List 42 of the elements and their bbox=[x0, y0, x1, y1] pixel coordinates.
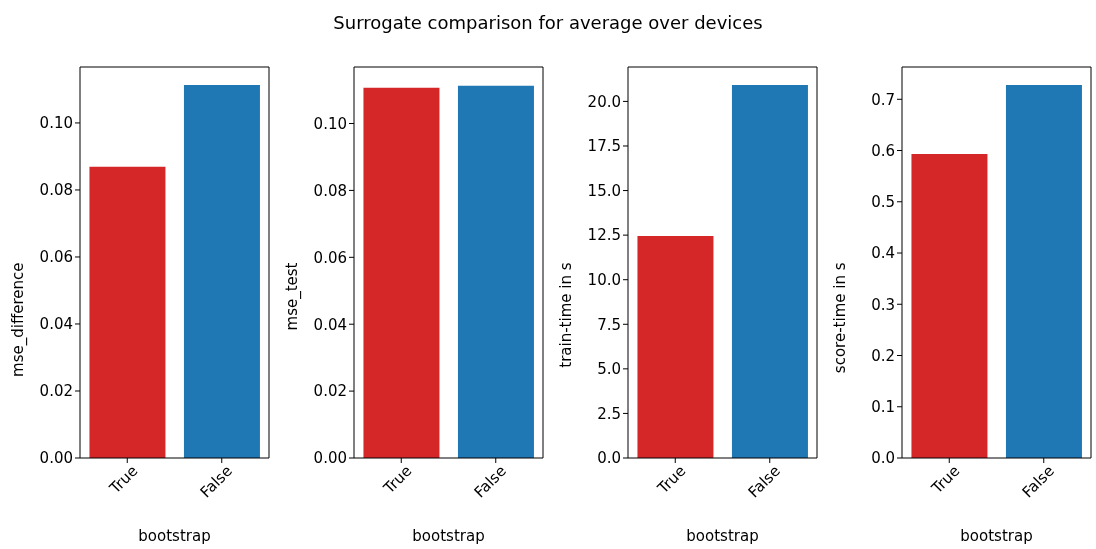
y-tick-label: 0.00 bbox=[313, 449, 347, 468]
y-tick-label: 0.06 bbox=[313, 248, 347, 267]
y-tick-label: 0.08 bbox=[39, 181, 73, 200]
y-tick-label: 17.5 bbox=[587, 137, 621, 156]
x-tick-label: True bbox=[653, 461, 690, 498]
y-tick-label: 0.2 bbox=[871, 346, 895, 365]
y-tick-label: 0.0 bbox=[597, 449, 621, 468]
y-tick-label: 0.3 bbox=[871, 295, 895, 314]
x-tick-label: True bbox=[105, 461, 142, 498]
y-axis-title: train-time in s bbox=[557, 262, 576, 368]
x-tick-label: True bbox=[379, 461, 416, 498]
y-tick-label: 0.7 bbox=[871, 90, 895, 109]
x-tick-label: True bbox=[927, 461, 964, 498]
y-tick-label: 2.5 bbox=[597, 404, 621, 423]
y-tick-label: 7.5 bbox=[597, 315, 621, 334]
x-axis-title: bootstrap bbox=[686, 527, 759, 545]
y-tick-label: 0.4 bbox=[871, 244, 895, 263]
y-tick-label: 0.0 bbox=[871, 449, 895, 468]
x-axis-title: bootstrap bbox=[960, 527, 1033, 545]
chart-title: Surrogate comparison for average over devices bbox=[332, 12, 764, 33]
y-tick-label: 0.02 bbox=[39, 382, 73, 401]
y-axis-title: mse_test bbox=[283, 262, 303, 331]
x-axis-title: bootstrap bbox=[138, 527, 211, 545]
y-tick-label: 0.6 bbox=[871, 141, 895, 160]
y-tick-label: 0.5 bbox=[871, 193, 895, 212]
x-axis-title: bootstrap bbox=[412, 527, 485, 545]
y-tick-label: 0.06 bbox=[39, 248, 73, 267]
y-tick-label: 0.02 bbox=[313, 382, 347, 401]
y-tick-label: 0.00 bbox=[39, 449, 73, 468]
y-tick-label: 20.0 bbox=[587, 92, 621, 111]
y-tick-label: 15.0 bbox=[587, 181, 621, 200]
y-tick-label: 5.0 bbox=[597, 360, 621, 379]
y-tick-label: 0.04 bbox=[313, 315, 347, 334]
y-tick-label: 0.1 bbox=[871, 398, 895, 417]
y-tick-label: 0.10 bbox=[39, 114, 73, 133]
y-tick-label: 10.0 bbox=[587, 271, 621, 290]
y-axis-title: score-time in s bbox=[831, 262, 850, 374]
y-axis-title: mse_difference bbox=[9, 262, 29, 377]
y-tick-label: 0.08 bbox=[313, 181, 347, 200]
y-tick-label: 0.10 bbox=[313, 114, 347, 133]
y-tick-label: 12.5 bbox=[587, 226, 621, 245]
y-tick-label: 0.04 bbox=[39, 315, 73, 334]
